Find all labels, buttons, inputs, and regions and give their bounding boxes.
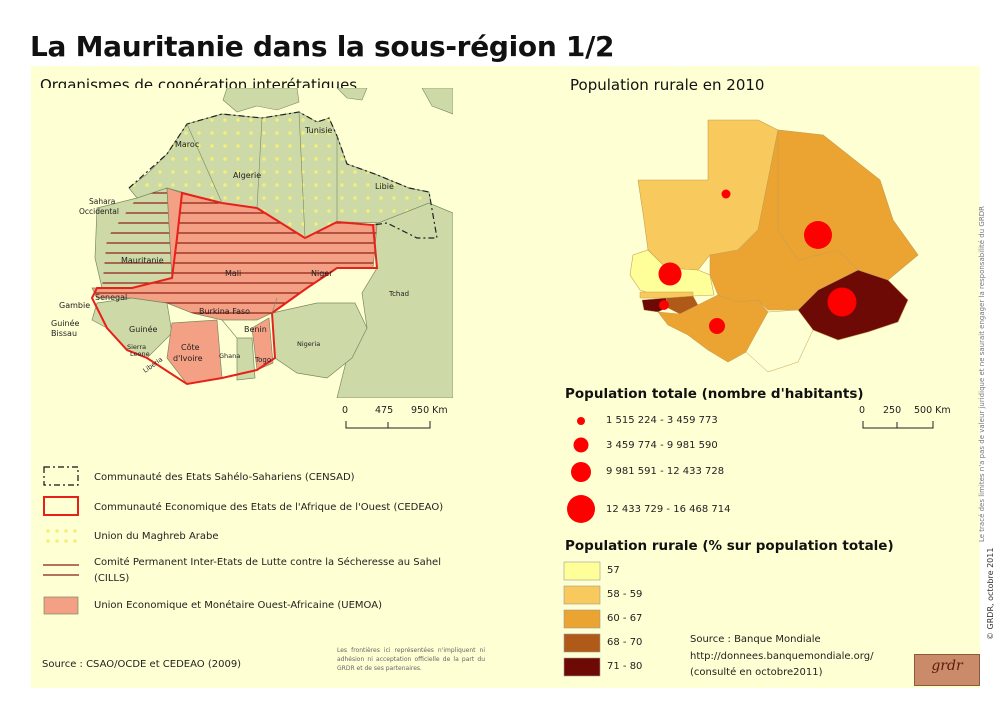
label-cote: Côte [181, 342, 200, 352]
legend-uemoa: Union Economique et Monétaire Ouest-Afri… [94, 600, 382, 611]
label-sierra: Sierra [127, 343, 146, 351]
circle-guinee-bissau [659, 300, 669, 310]
pop-heading: Population totale (nombre d'habitants) [565, 386, 864, 402]
cedeao-symbol [43, 496, 79, 516]
label-occidental: Occidental [79, 207, 119, 216]
left-scale-0: 0 [342, 405, 349, 416]
label-tunisie: Tunisie [304, 126, 332, 135]
right-scale-500: 500 Km [914, 405, 951, 416]
rural-class-3: 60 - 67 [607, 613, 643, 624]
legend-cedeao: Communauté Economique des Etats de l'Afr… [94, 502, 444, 513]
label-leone: Leone [130, 350, 150, 358]
circle-burkina [827, 287, 857, 317]
cills-symbol [43, 564, 79, 576]
rural-heading: Population rurale (% sur population tota… [565, 538, 894, 554]
left-scale-475: 475 [375, 405, 394, 416]
uma-symbol [46, 529, 77, 543]
rural-class-4: 68 - 70 [607, 637, 643, 648]
label-gambie: Gambie [59, 301, 90, 310]
label-ghana: Ghana [219, 352, 240, 360]
rural-legend-swatches [563, 561, 601, 677]
pop-class-4: 12 433 729 - 16 468 714 [606, 504, 731, 515]
rural-class-2: 58 - 59 [607, 589, 643, 600]
censad-symbol [43, 466, 79, 486]
vertical-note: Le tracé des limites n'a pas de valeur j… [978, 206, 986, 542]
label-mauritanie: Mauritanie [121, 256, 164, 265]
circle-mali [804, 221, 832, 249]
label-maroc: Maroc [175, 140, 199, 149]
right-scale-0: 0 [859, 405, 866, 416]
right-scale-250: 250 [883, 405, 902, 416]
grdr-logo: grdr [914, 654, 980, 686]
page-title: La Mauritanie dans la sous-région 1/2 [30, 30, 615, 63]
label-guinee: Guinée [129, 324, 157, 334]
label-algerie: Algerie [233, 171, 261, 180]
cooperation-map: Maroc Tunisie Algerie Libie Sahara Occid… [37, 88, 453, 398]
right-source-1: Source : Banque Mondiale [690, 634, 821, 645]
label-benin: Benin [244, 325, 267, 334]
label-libie: Libie [375, 182, 394, 191]
label-sahara: Sahara [89, 197, 115, 206]
label-nigeria: Nigeria [297, 340, 320, 348]
pop-legend-circles [567, 417, 595, 523]
label-niger: Niger [311, 269, 333, 278]
pop-class-1: 1 515 224 - 3 459 773 [606, 415, 718, 426]
left-legend-symbols [43, 466, 79, 615]
label-divoire: d'Ivoire [173, 354, 203, 363]
legend-cills-abbr: (CILLS) [94, 573, 130, 584]
rural-class-5: 71 - 80 [607, 661, 643, 672]
right-source-3: (consulté en octobre2011) [690, 667, 823, 678]
right-map-heading: Population rurale en 2010 [570, 76, 765, 94]
label-bissau: Bissau [51, 329, 77, 338]
label-tchad: Tchad [388, 290, 409, 298]
label-senegal: Senegal [95, 293, 127, 302]
uemoa-symbol [43, 596, 79, 615]
legend-uma: Union du Maghreb Arabe [94, 531, 219, 542]
left-scale-bar [345, 421, 431, 429]
label-togo: Togo [254, 356, 271, 364]
rural-population-map [629, 100, 948, 372]
copyright: © GRDR, octobre 2011 [986, 547, 995, 640]
circle-senegal [658, 262, 682, 286]
pop-class-2: 3 459 774 - 9 981 590 [606, 440, 718, 451]
label-mali: Mali [225, 269, 241, 278]
pop-class-3: 9 981 591 - 12 433 728 [606, 466, 725, 477]
left-scale-950: 950 Km [411, 405, 448, 416]
label-burkina: Burkina Faso [199, 307, 250, 316]
rural-class-1: 57 [607, 565, 620, 576]
circle-mauritanie [721, 189, 731, 199]
circle-guinee [709, 318, 725, 334]
legend-cills: Comité Permanent Inter-Etats de Lutte co… [94, 557, 441, 568]
left-disclaimer: Les frontières ici représentées n'impliq… [337, 647, 485, 672]
label-guinee-bissau: Guinée [51, 318, 79, 328]
legend-censad: Communauté des Etats Sahélo-Sahariens (C… [94, 472, 355, 483]
left-source: Source : CSAO/OCDE et CEDEAO (2009) [42, 659, 242, 670]
right-source-2: http://donnees.banquemondiale.org/ [690, 651, 874, 662]
right-scale-bar [862, 421, 934, 429]
